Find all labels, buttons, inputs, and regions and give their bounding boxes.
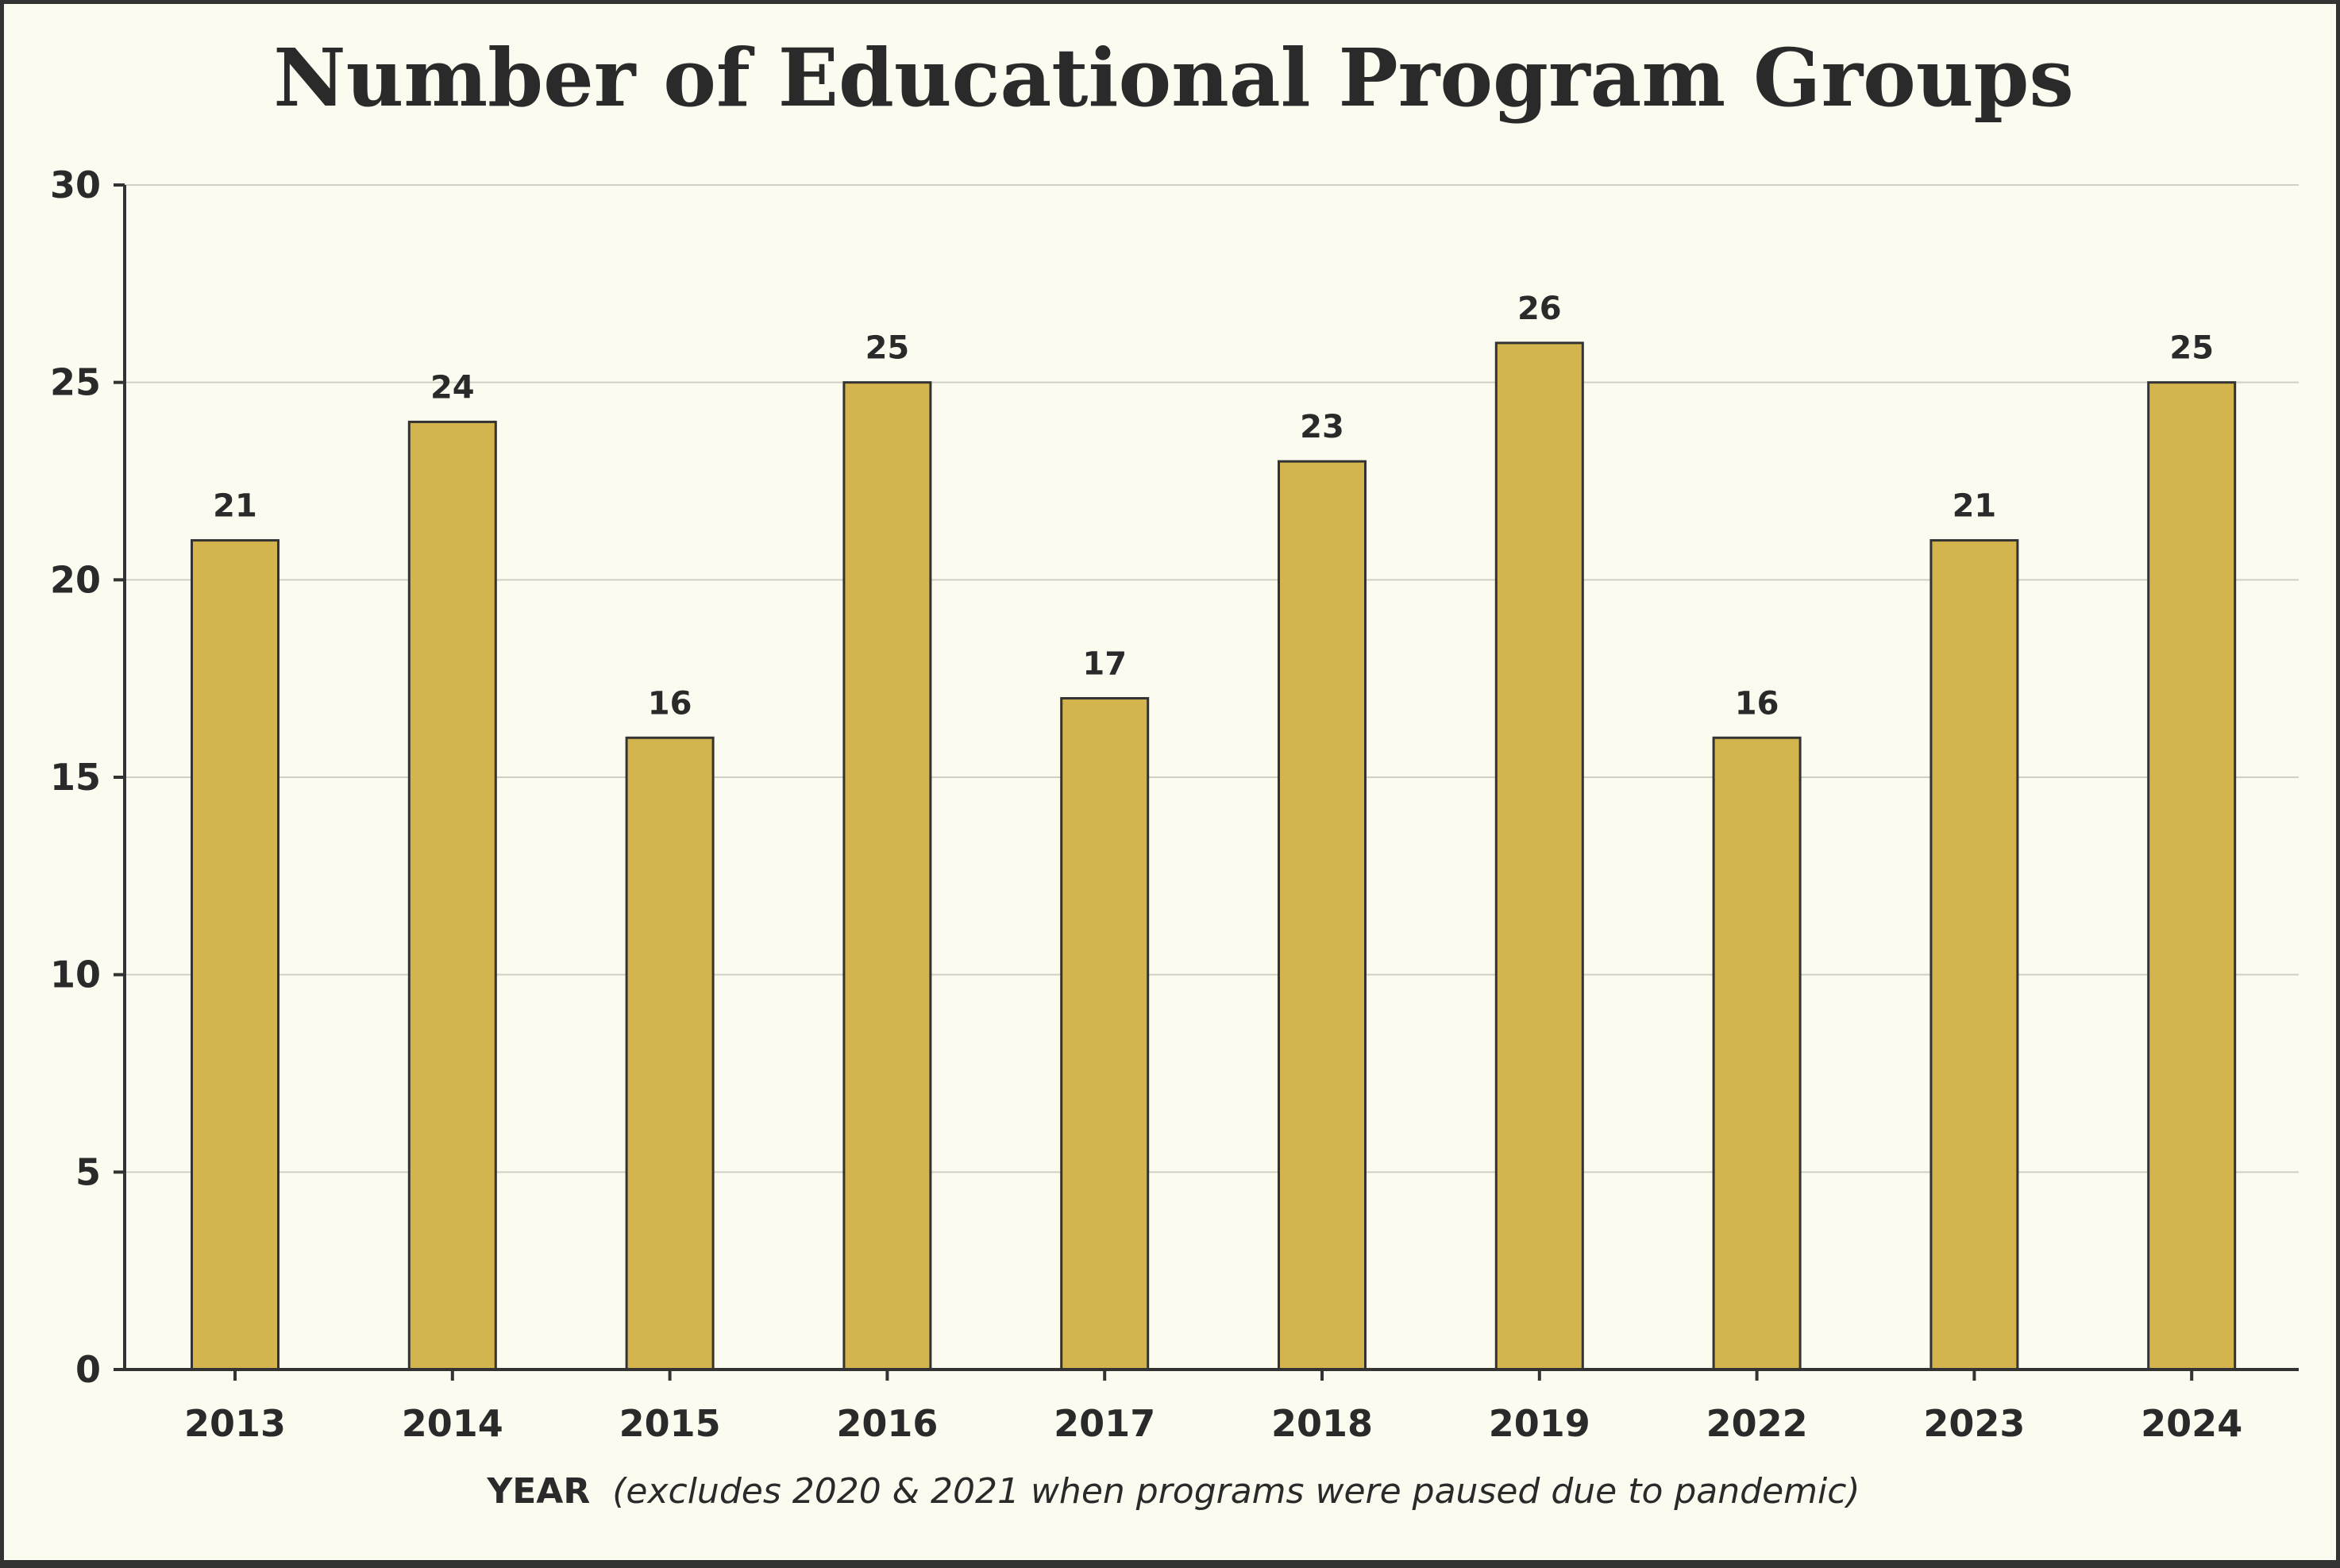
y-tick-label: 30 bbox=[50, 164, 101, 206]
data-label: 21 bbox=[213, 488, 257, 525]
data-label: 21 bbox=[1953, 488, 1997, 525]
x-tick-label: 2023 bbox=[1923, 1402, 2025, 1445]
bar bbox=[407, 420, 497, 1371]
data-label: 25 bbox=[865, 330, 910, 367]
data-label: 16 bbox=[648, 685, 692, 722]
bar-chart: Number of Educational Program Groups 212… bbox=[50, 31, 2299, 1512]
bar bbox=[2147, 381, 2237, 1371]
x-tick-label: 2024 bbox=[2141, 1402, 2242, 1445]
x-tick-label: 2016 bbox=[836, 1402, 938, 1445]
x-axis-label-main: YEAR bbox=[486, 1471, 590, 1512]
x-tick-label: 2022 bbox=[1706, 1402, 1808, 1445]
bars bbox=[191, 341, 2237, 1371]
data-label: 23 bbox=[1300, 409, 1344, 445]
data-label: 26 bbox=[1517, 291, 1562, 327]
y-tick-label: 0 bbox=[75, 1348, 101, 1391]
bar bbox=[1712, 736, 1802, 1371]
data-label: 17 bbox=[1082, 646, 1127, 683]
bar bbox=[191, 539, 279, 1371]
x-tick-label: 2015 bbox=[619, 1402, 721, 1445]
bar bbox=[625, 736, 715, 1371]
bar bbox=[1278, 460, 1367, 1371]
y-tick-label: 25 bbox=[50, 361, 101, 404]
x-tick-label: 2019 bbox=[1489, 1402, 1590, 1445]
value-labels: 21 24 16 25 17 23 26 16 21 25 bbox=[213, 291, 2214, 722]
x-tick-label: 2014 bbox=[402, 1402, 503, 1445]
chart-title: Number of Educational Program Groups bbox=[273, 31, 2074, 125]
x-tick-label: 2013 bbox=[184, 1402, 286, 1445]
data-label: 24 bbox=[430, 369, 475, 406]
data-label: 16 bbox=[1735, 685, 1779, 722]
bar bbox=[1060, 697, 1150, 1371]
y-tick-label: 5 bbox=[75, 1150, 101, 1193]
x-tick-label: 2017 bbox=[1054, 1402, 1155, 1445]
data-label: 25 bbox=[2169, 330, 2214, 367]
x-axis-label-note: (excludes 2020 & 2021 when programs were… bbox=[612, 1471, 1860, 1512]
x-axis-label: YEAR (excludes 2020 & 2021 when programs… bbox=[486, 1471, 1860, 1512]
y-tick-label: 20 bbox=[50, 558, 101, 601]
y-tick-label: 10 bbox=[50, 954, 101, 996]
axes bbox=[114, 183, 2299, 1381]
bar bbox=[1929, 539, 2019, 1371]
x-tick-label: 2018 bbox=[1271, 1402, 1373, 1445]
tick-labels: 0 5 10 15 20 25 30 2013 2014 2015 2016 2017 2018 2019… bbox=[50, 164, 2242, 1445]
bar bbox=[1494, 341, 1584, 1371]
y-tick-label: 15 bbox=[50, 756, 101, 799]
bar bbox=[842, 381, 932, 1371]
